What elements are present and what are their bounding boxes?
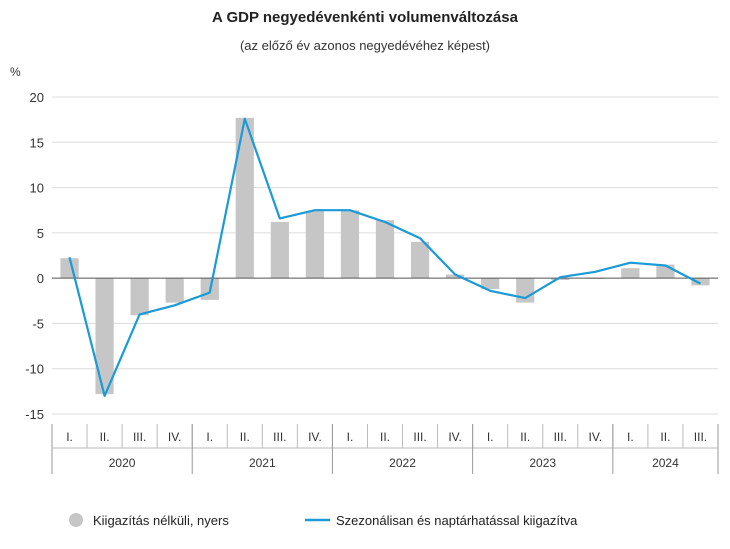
y-tick-label: 20 — [30, 90, 44, 105]
bar — [691, 278, 710, 286]
bar — [95, 278, 114, 395]
legend-swatch-raw — [69, 513, 83, 527]
year-label: 2024 — [652, 456, 679, 470]
x-tick-label: I. — [66, 430, 73, 444]
x-tick-label: III. — [273, 430, 286, 444]
y-tick-label: -5 — [32, 316, 44, 331]
bar — [235, 117, 254, 279]
x-tick-label: III. — [554, 430, 567, 444]
y-tick-label: 15 — [30, 135, 44, 150]
year-label: 2021 — [249, 456, 276, 470]
chart-title: A GDP negyedévenkénti volumenváltozása — [212, 9, 519, 26]
bar — [305, 211, 325, 279]
year-label: 2023 — [529, 456, 556, 470]
x-tick-label: III. — [413, 430, 426, 444]
bar — [375, 220, 395, 279]
year-label: 2022 — [389, 456, 416, 470]
x-tick-label: IV. — [168, 430, 182, 444]
year-label: 2020 — [109, 456, 136, 470]
y-axis-label: % — [10, 65, 21, 79]
x-tick-label: I. — [347, 430, 354, 444]
x-tick-label: I. — [487, 430, 494, 444]
legend-label-raw: Kiigazítás nélküli, nyers — [93, 513, 229, 528]
bar — [340, 210, 360, 279]
x-tick-label: II. — [100, 430, 110, 444]
y-tick-label: -10 — [25, 362, 44, 377]
x-tick-label: II. — [660, 430, 670, 444]
x-tick-label: II. — [380, 430, 390, 444]
x-axis: I. II. III. IV. I. II. III. IV. I. II. III. IV. I. II… — [51, 424, 719, 474]
grid — [52, 96, 718, 415]
bar — [551, 278, 570, 280]
x-tick-label: IV. — [448, 430, 462, 444]
x-tick-label: III. — [133, 430, 146, 444]
x-tick-label: II. — [520, 430, 530, 444]
bar — [165, 278, 184, 303]
bar — [130, 278, 149, 316]
legend-label-adjusted: Szezonálisan és naptárhatással kiigazítv… — [336, 513, 578, 528]
x-tick-label: IV. — [589, 430, 603, 444]
x-tick-label: III. — [694, 430, 707, 444]
bar-series — [60, 117, 710, 395]
y-tick-label: 10 — [30, 181, 44, 196]
bar — [481, 278, 500, 290]
x-tick-label: II. — [240, 430, 250, 444]
series-line — [68, 117, 702, 397]
chart-subtitle: (az előző év azonos negyedévéhez képest) — [240, 38, 490, 53]
y-tick-label: 5 — [37, 226, 44, 241]
bar — [270, 221, 289, 279]
bar — [410, 241, 430, 279]
x-tick-label: I. — [206, 430, 213, 444]
y-tick-label: -15 — [25, 407, 44, 422]
y-axis-ticks: -15 -10 -5 0 5 10 15 20 — [25, 90, 44, 422]
bar — [621, 268, 640, 279]
line-series — [68, 117, 702, 397]
legend: Kiigazítás nélküli, nyers Szezonálisan é… — [69, 513, 578, 528]
bar — [445, 274, 465, 279]
y-tick-label: 0 — [37, 271, 44, 286]
x-tick-label: IV. — [308, 430, 322, 444]
x-tick-label: I. — [627, 430, 634, 444]
